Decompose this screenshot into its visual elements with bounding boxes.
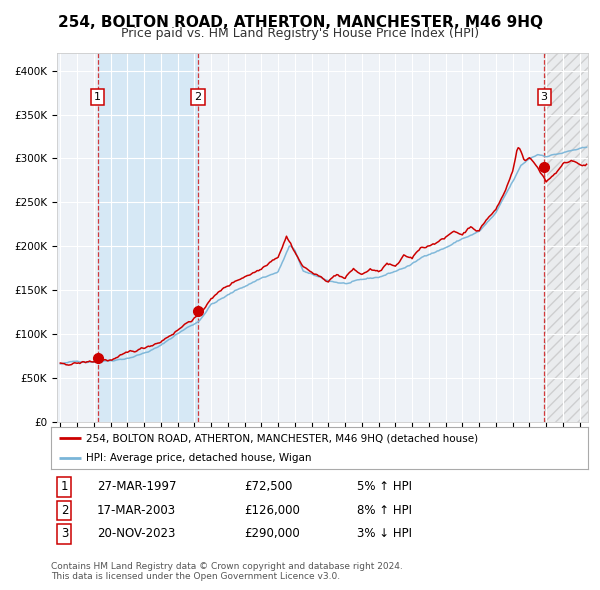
Text: 254, BOLTON ROAD, ATHERTON, MANCHESTER, M46 9HQ: 254, BOLTON ROAD, ATHERTON, MANCHESTER, … bbox=[58, 15, 542, 30]
Text: 3: 3 bbox=[61, 527, 68, 540]
Text: 20-NOV-2023: 20-NOV-2023 bbox=[97, 527, 175, 540]
Text: £72,500: £72,500 bbox=[244, 480, 293, 493]
Text: HPI: Average price, detached house, Wigan: HPI: Average price, detached house, Wiga… bbox=[86, 454, 311, 463]
Text: £290,000: £290,000 bbox=[244, 527, 300, 540]
Text: 1: 1 bbox=[61, 480, 68, 493]
Text: 8% ↑ HPI: 8% ↑ HPI bbox=[357, 504, 412, 517]
Text: Price paid vs. HM Land Registry's House Price Index (HPI): Price paid vs. HM Land Registry's House … bbox=[121, 27, 479, 40]
Text: 5% ↑ HPI: 5% ↑ HPI bbox=[357, 480, 412, 493]
Text: 254, BOLTON ROAD, ATHERTON, MANCHESTER, M46 9HQ (detached house): 254, BOLTON ROAD, ATHERTON, MANCHESTER, … bbox=[86, 434, 478, 444]
Text: This data is licensed under the Open Government Licence v3.0.: This data is licensed under the Open Gov… bbox=[51, 572, 340, 581]
Text: 3% ↓ HPI: 3% ↓ HPI bbox=[357, 527, 412, 540]
Bar bbox=[98, 53, 198, 422]
Text: 3: 3 bbox=[541, 92, 548, 102]
Text: 2: 2 bbox=[194, 92, 202, 102]
Text: 27-MAR-1997: 27-MAR-1997 bbox=[97, 480, 176, 493]
Bar bbox=[544, 53, 588, 422]
Text: 2: 2 bbox=[61, 504, 68, 517]
Text: £126,000: £126,000 bbox=[244, 504, 300, 517]
Text: 17-MAR-2003: 17-MAR-2003 bbox=[97, 504, 176, 517]
Text: 1: 1 bbox=[94, 92, 101, 102]
Text: Contains HM Land Registry data © Crown copyright and database right 2024.: Contains HM Land Registry data © Crown c… bbox=[51, 562, 403, 571]
